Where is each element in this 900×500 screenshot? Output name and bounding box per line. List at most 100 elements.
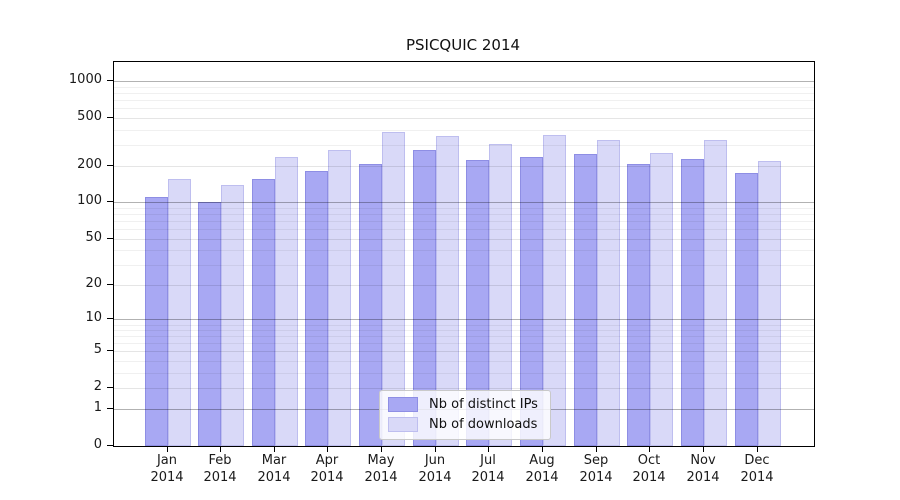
y-tick-mark [107, 165, 113, 166]
legend: Nb of distinct IPs Nb of downloads [379, 390, 551, 440]
y-tick-label: 1000 [68, 72, 102, 87]
gridline-minor [114, 214, 814, 215]
x-tick-label: Apr 2014 [300, 453, 354, 486]
x-tick-month: Feb [208, 453, 232, 468]
y-tick-mark [107, 238, 113, 239]
x-tick-year: 2014 [740, 469, 774, 485]
x-tick-month: Apr [315, 453, 339, 468]
gridline-minor [114, 330, 814, 331]
bar-distinct-ips-feb [198, 202, 221, 446]
y-tick-mark [107, 284, 113, 285]
gridline-minor [114, 265, 814, 266]
chart-title: PSICQUIC 2014 [405, 36, 521, 54]
gridline-500 [114, 118, 814, 119]
gridline-minor [114, 100, 814, 101]
x-tick-month: Nov [690, 453, 716, 468]
bar-distinct-ips-apr [305, 171, 328, 446]
x-tick-year: 2014 [525, 469, 559, 485]
x-tick-label: Mar 2014 [247, 453, 301, 486]
y-tick-mark [107, 80, 113, 81]
x-tick-year: 2014 [364, 469, 398, 485]
legend-label: Nb of distinct IPs [429, 397, 538, 412]
x-tick-label: Feb 2014 [193, 453, 247, 486]
bar-distinct-ips-mar [252, 179, 275, 446]
y-tick-mark [107, 408, 113, 409]
y-tick-label: 100 [77, 193, 102, 208]
gridline-minor [114, 250, 814, 251]
y-tick-mark [107, 201, 113, 202]
legend-swatch-distinct-ips [388, 397, 418, 412]
gridline-minor [114, 325, 814, 326]
gridline-20 [114, 285, 814, 286]
gridline-100 [114, 202, 814, 203]
bar-distinct-ips-oct [627, 164, 650, 446]
y-tick-label: 200 [77, 157, 102, 172]
x-tick-mark [542, 446, 543, 452]
x-tick-label: Jun 2014 [408, 453, 462, 486]
bar-distinct-ips-sep [574, 154, 597, 446]
x-tick-year: 2014 [257, 469, 291, 485]
y-tick-label: 500 [77, 109, 102, 124]
x-tick-year: 2014 [150, 469, 184, 485]
y-tick-label: 2 [93, 379, 102, 394]
x-tick-label: Sep 2014 [569, 453, 623, 486]
y-tick-label: 10 [85, 310, 102, 325]
y-tick-mark [107, 350, 113, 351]
gridline-minor [114, 373, 814, 374]
x-tick-month: Aug [529, 453, 555, 468]
legend-swatch-downloads [388, 417, 418, 432]
x-tick-label: Oct 2014 [622, 453, 676, 486]
bar-downloads-jul [489, 144, 512, 446]
x-tick-month: Mar [261, 453, 287, 468]
bar-downloads-apr [328, 150, 351, 446]
x-tick-mark [381, 446, 382, 452]
bar-distinct-ips-may [359, 164, 382, 446]
x-tick-label: Nov 2014 [676, 453, 730, 486]
gridline-minor [114, 336, 814, 337]
bar-downloads-sep [597, 140, 620, 446]
gridline-50 [114, 239, 814, 240]
bar-distinct-ips-dec [735, 173, 758, 446]
bar-downloads-oct [650, 153, 673, 446]
x-tick-mark [757, 446, 758, 452]
y-tick-mark [107, 445, 113, 446]
bar-downloads-jun [436, 136, 459, 446]
x-tick-year: 2014 [632, 469, 666, 485]
x-tick-month: Jan [156, 453, 178, 468]
x-tick-mark [703, 446, 704, 452]
x-tick-month: Dec [744, 453, 770, 468]
x-tick-label: Aug 2014 [515, 453, 569, 486]
bar-distinct-ips-jan [145, 197, 168, 446]
x-tick-year: 2014 [471, 469, 505, 485]
y-tick-label: 20 [85, 276, 102, 291]
gridline-minor [114, 361, 814, 362]
gridline-minor [114, 343, 814, 344]
gridline-minor [114, 108, 814, 109]
gridline-1000 [114, 81, 814, 82]
x-tick-month: Sep [583, 453, 609, 468]
x-tick-month: Jul [480, 453, 496, 468]
gridline-10 [114, 319, 814, 320]
x-tick-mark [220, 446, 221, 452]
bar-downloads-feb [221, 185, 244, 446]
y-tick-label: 50 [85, 230, 102, 245]
y-tick-label: 5 [93, 342, 102, 357]
x-tick-label: Jul 2014 [461, 453, 515, 486]
gridline-minor [114, 145, 814, 146]
gridline-minor [114, 208, 814, 209]
bar-downloads-may [382, 132, 405, 446]
gridline-minor [114, 93, 814, 94]
x-tick-month: May [367, 453, 395, 468]
bar-distinct-ips-jun [413, 150, 436, 446]
x-tick-label: Jan 2014 [140, 453, 194, 486]
y-tick-mark [107, 387, 113, 388]
gridline-minor [114, 87, 814, 88]
gridline-2 [114, 388, 814, 389]
legend-entry-distinct-ips: Nb of distinct IPs [388, 397, 538, 412]
x-tick-label: Dec 2014 [730, 453, 784, 486]
x-tick-mark [274, 446, 275, 452]
bar-distinct-ips-jul [466, 160, 489, 446]
gridline-200 [114, 166, 814, 167]
x-tick-year: 2014 [310, 469, 344, 485]
bar-distinct-ips-aug [520, 157, 543, 446]
